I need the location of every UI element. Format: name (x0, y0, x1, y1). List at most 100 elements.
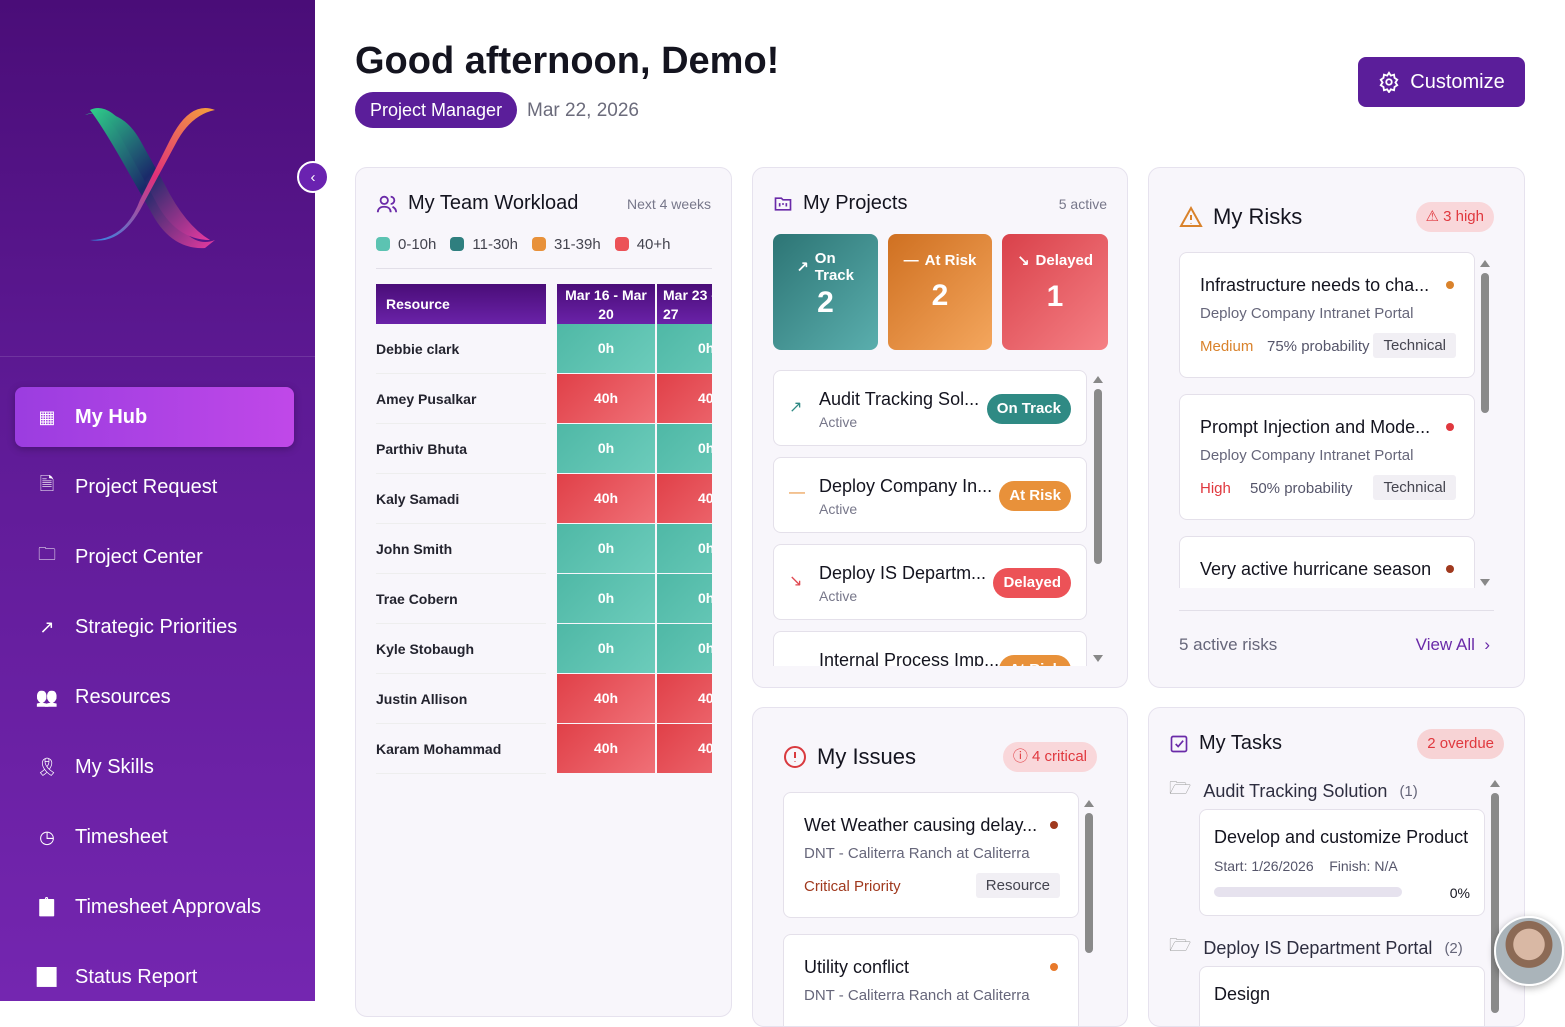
task-item[interactable]: Design (1199, 966, 1485, 1026)
folder-icon: 🗁 (1169, 778, 1192, 798)
workload-cell[interactable]: 40h (557, 724, 655, 773)
chevron-right-icon: › (1479, 635, 1490, 654)
card-title: My Risks (1213, 204, 1303, 229)
sidebar-item-timesheet-approvals[interactable]: 📋 Timesheet Approvals (15, 877, 294, 937)
active-risks-count: 5 active risks (1179, 635, 1278, 654)
issues-scrollbar[interactable] (1083, 800, 1095, 1026)
risk-item[interactable]: Very active hurricane season (1179, 536, 1475, 588)
workload-cell[interactable]: 0h (657, 324, 712, 373)
sidebar-item-timesheet[interactable]: ◷ Timesheet (15, 807, 294, 867)
workload-cell[interactable]: 40h (657, 724, 712, 773)
workload-cell[interactable]: 40h (657, 474, 712, 523)
tasks-scrollbar[interactable] (1489, 780, 1501, 1026)
sidebar-item-label: Timesheet (75, 825, 168, 848)
workload-cell[interactable]: 40h (657, 374, 712, 423)
workload-cell[interactable]: 0h (557, 424, 655, 473)
folder-chart-icon: 🗀 (38, 544, 56, 564)
risk-item[interactable]: Infrastructure needs to cha... Deploy Co… (1179, 252, 1475, 378)
issue-name: Utility conflict (804, 957, 910, 977)
gear-icon (1379, 71, 1399, 93)
stat-at-risk[interactable]: — At Risk 2 (888, 234, 992, 350)
sidebar-item-my-skills[interactable]: 🎗 My Skills (15, 737, 294, 797)
risk-probability: 75% probability (1267, 338, 1370, 355)
workload-cell[interactable]: 40h (557, 374, 655, 423)
workload-cell[interactable]: 0h (557, 624, 655, 673)
task-group[interactable]: 🗁 Deploy IS Department Portal (2) (1169, 933, 1463, 963)
legend-item: 0-10h (376, 236, 436, 253)
workload-cell[interactable]: 40h (557, 674, 655, 723)
legend-swatch (376, 237, 390, 251)
card-title: My Tasks (1199, 732, 1282, 754)
project-item[interactable]: ↘ Deploy IS Departm... Active Delayed (773, 544, 1087, 620)
issue-item[interactable]: Utility conflict DNT - Caliterra Ranch a… (783, 934, 1079, 1026)
current-date: Mar 22, 2026 (527, 100, 639, 121)
project-item[interactable]: — Internal Process Imp... Active At Risk (773, 631, 1087, 666)
column-header-resource: Resource (376, 284, 546, 324)
view-all-risks-link[interactable]: View All › (1415, 635, 1490, 654)
sidebar-item-label: Project Request (75, 475, 218, 498)
warning-icon (1179, 205, 1203, 227)
projects-scrollbar[interactable] (1092, 376, 1104, 662)
risk-category: Technical (1373, 333, 1456, 358)
workload-cell[interactable]: 0h (557, 524, 655, 573)
sidebar-item-project-request[interactable]: 🗎 Project Request (15, 457, 294, 517)
sidebar-item-resources[interactable]: 👥 Resources (15, 667, 294, 727)
collapse-sidebar-button[interactable]: ‹ (297, 161, 329, 193)
folder-chart-icon (774, 196, 792, 211)
issue-name: Wet Weather causing delay... (804, 815, 1038, 835)
issue-indicator-dot (1050, 963, 1058, 971)
my-issues-card: My Issues ⓘ 4 critical Wet Weather causi… (752, 707, 1128, 1027)
trend-down-icon: ↘ (1016, 253, 1030, 270)
workload-cell[interactable]: 0h (557, 324, 655, 373)
critical-issues-badge: ⓘ 4 critical (1002, 742, 1097, 772)
project-health-pill: Delayed (993, 568, 1071, 598)
sidebar-item-label: Resources (75, 685, 171, 708)
resource-name: Justin Allison (376, 674, 546, 724)
divider (1179, 610, 1494, 611)
stat-delayed[interactable]: ↘ Delayed 1 (1002, 234, 1108, 350)
sidebar-item-label: My Skills (75, 755, 154, 778)
clipboard-check-icon: 📋 (35, 896, 59, 917)
issue-item[interactable]: Wet Weather causing delay... DNT - Calit… (783, 792, 1079, 918)
sidebar-item-label: Project Center (75, 545, 203, 568)
customize-button[interactable]: Customize (1358, 57, 1525, 107)
sidebar-item-my-hub[interactable]: ▦ My Hub (15, 387, 294, 447)
stat-on-track[interactable]: ↗ On Track 2 (773, 234, 878, 350)
project-item[interactable]: — Deploy Company In... Active At Risk (773, 457, 1087, 533)
workload-cell[interactable]: 0h (657, 624, 712, 673)
workload-cell[interactable]: 0h (657, 524, 712, 573)
risk-item[interactable]: Prompt Injection and Mode... Deploy Comp… (1179, 394, 1475, 520)
workload-cell[interactable]: 0h (657, 574, 712, 623)
project-health-pill: At Risk (999, 655, 1071, 666)
project-item[interactable]: ↗ Audit Tracking Sol... Active On Track (773, 370, 1087, 446)
risk-category: Technical (1373, 475, 1456, 500)
alert-circle-icon: ⓘ (1012, 748, 1032, 765)
project-status: Active (819, 588, 858, 604)
task-item[interactable]: Develop and customize Product Start: 1/2… (1199, 809, 1485, 916)
resource-name: John Smith (376, 524, 546, 574)
my-projects-card: My Projects 5 active ↗ On Track 2 — At Ris… (752, 167, 1128, 688)
project-name: Audit Tracking Sol... (819, 389, 980, 409)
risk-severity: Medium (1200, 338, 1254, 355)
assistant-avatar[interactable] (1494, 916, 1564, 986)
sidebar-item-status-report[interactable]: 📊 Status Report (15, 947, 294, 1007)
divider (376, 268, 712, 269)
app-logo (85, 108, 215, 249)
issue-priority: Critical Priority (804, 878, 901, 895)
workload-cell[interactable]: 0h (557, 574, 655, 623)
project-status: Active (819, 501, 858, 517)
issue-list: Wet Weather causing delay... DNT - Calit… (753, 792, 1085, 1026)
risk-project: Deploy Company Intranet Portal (1200, 447, 1414, 464)
risk-probability: 50% probability (1250, 480, 1353, 497)
bar-chart-icon: 📊 (35, 966, 59, 987)
workload-cell[interactable]: 40h (557, 474, 655, 523)
page-title: Good afternoon, Demo! (355, 40, 780, 82)
workload-range: Next 4 weeks (626, 196, 711, 212)
workload-cell[interactable]: 0h (657, 424, 712, 473)
sidebar-item-strategic-priorities[interactable]: ↗ Strategic Priorities (15, 597, 294, 657)
risks-scrollbar[interactable] (1479, 260, 1491, 586)
risk-name: Prompt Injection and Mode... (1200, 417, 1431, 437)
workload-cell[interactable]: 40h (657, 674, 712, 723)
sidebar-item-project-center[interactable]: 🗀 Project Center (15, 527, 294, 587)
task-group[interactable]: 🗁 Audit Tracking Solution (1) (1169, 776, 1418, 806)
